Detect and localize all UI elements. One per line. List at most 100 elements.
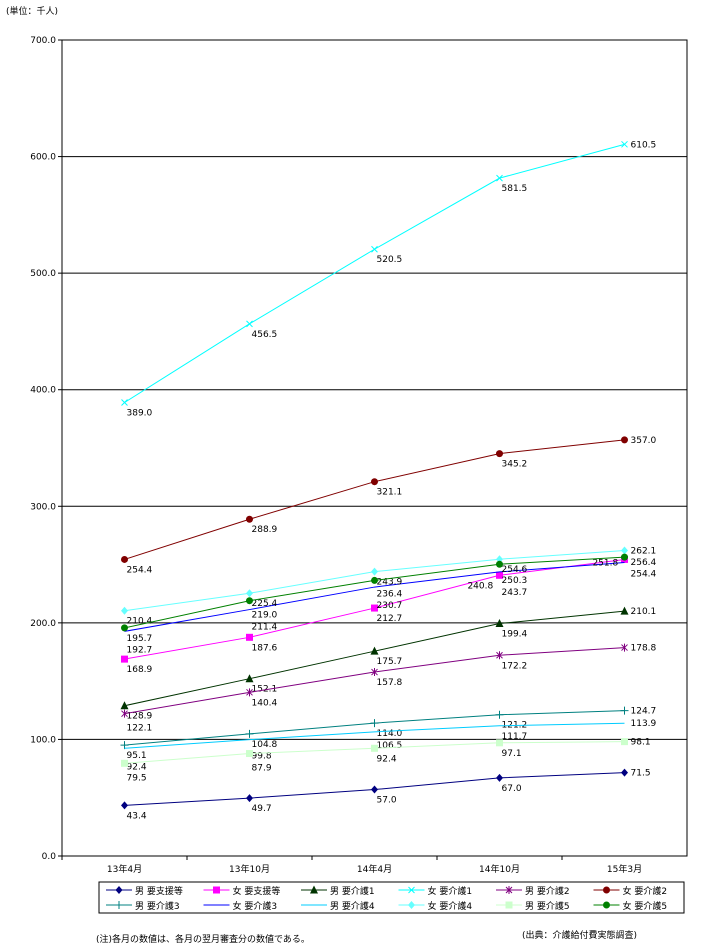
x-marker [496,174,503,182]
legend-label: 男 要介護1 [330,885,375,897]
legend-item: 女 要介護5 [593,900,668,912]
series-10: 210.4 225.4 243.9 254.6 262.1 [121,546,656,627]
x-marker [246,320,253,328]
legend-item: 男 要介護5 [496,900,570,912]
square-marker [213,886,220,894]
data-label: 106.5 [377,741,403,751]
legend-label: 男 要支援等 [135,885,183,897]
plus-marker [115,901,123,909]
square-marker [496,739,503,747]
legend-label: 女 要介護4 [428,900,473,912]
series-1: 43.4 49.7 57.0 67.0 71.5 [121,768,651,821]
circle-marker [603,886,610,894]
series-6: 254.4 288.9 321.1 345.2 357.0 [121,436,657,575]
data-label: 321.1 [377,488,403,498]
data-label: 95.1 [127,751,147,761]
legend-item: 男 要介護3 [106,900,180,912]
data-label: 240.8 [467,581,493,591]
plot-area [61,39,688,857]
y-tick-label: 700.0 [30,36,56,46]
square-marker [246,750,253,758]
data-label: 243.9 [377,578,403,588]
x-tick-label: 13年10月 [229,863,270,875]
y-tick-label: 400.0 [30,386,56,396]
data-label: 178.8 [631,644,657,654]
series-5: 122.1 140.4 157.8 172.2 178.8 [121,643,657,734]
legend-box [98,881,685,914]
y-tick-label: 0.0 [42,852,57,862]
data-label: 172.2 [502,661,528,671]
circle-marker [603,901,610,909]
circle-marker [621,553,628,561]
diamond-marker [371,785,378,794]
series-9: 92.4 99.8 106.5 111.7 113.9 [124,719,657,772]
data-label: 79.5 [127,773,147,783]
legend-item: 女 要介護1 [398,885,473,897]
y-tick-label: 600.0 [30,153,56,163]
data-label: 98.1 [631,738,651,748]
triangle-marker [245,674,254,683]
data-label: 187.6 [252,643,278,653]
data-label: 520.5 [377,255,403,265]
y-tick-label: 200.0 [30,619,56,629]
star-marker [496,651,503,660]
star-marker [246,688,253,697]
square-marker [505,901,513,909]
triangle-marker [310,885,318,894]
data-label: 199.4 [502,630,528,640]
legend-item: 男 要支援等 [106,885,183,897]
data-label: 211.4 [252,623,278,633]
data-label: 254.4 [127,565,153,575]
diamond-marker [371,567,378,576]
square-marker [621,738,628,746]
y-tick-label: 100.0 [30,735,56,745]
x-marker [621,140,628,148]
diamond-marker [621,768,628,777]
data-label: 210.1 [631,607,657,617]
diamond-marker [496,773,503,782]
x-tick-label: 14年10月 [479,863,520,875]
x-marker [408,886,415,894]
triangle-marker [620,606,629,615]
data-label: 389.0 [127,409,153,419]
plus-marker [620,706,629,715]
diamond-marker [121,801,128,810]
legend-label: 女 要介護5 [623,900,668,912]
source-note: (出典：介護給付費実態調査) [522,931,638,941]
diamond-marker [246,794,253,803]
data-label: 192.7 [127,645,153,655]
x-tick-label: 15年3月 [607,863,642,875]
data-label: 87.9 [252,764,272,774]
data-label: 254.4 [631,569,657,579]
data-label: 210.4 [127,617,153,627]
legend-item: 女 要介護4 [398,900,473,912]
data-label: 49.7 [252,804,272,814]
data-label: 288.9 [252,525,278,535]
plus-marker [245,729,254,738]
data-label: 71.5 [631,769,651,779]
legend-label: 女 要介護1 [428,885,473,897]
data-label: 251.8 [592,558,618,568]
diamond-marker [115,886,123,894]
star-marker [371,668,378,677]
circle-marker [371,478,378,486]
data-label: 140.4 [252,698,278,708]
square-marker [496,571,503,579]
legend: 男 要支援等 女 要支援等 男 要介護1 女 要介護1 男 要介護2 女 要介護2 男 要介… [98,881,685,914]
x-marker [371,245,378,253]
data-label: 256.4 [631,558,657,568]
legend-label: 男 要介護4 [330,900,375,912]
data-label: 225.4 [252,599,278,609]
data-label: 128.9 [127,712,153,722]
data-label: 92.4 [377,754,397,764]
data-label: 57.0 [377,796,397,806]
legend-label: 女 要介護3 [233,900,278,912]
star-marker [621,643,628,652]
data-label: 610.5 [631,140,657,150]
footnote: (注)各月の数値は、各月の翌月審査分の数値である。 [96,935,310,945]
data-label: 456.5 [252,330,278,340]
triangle-marker [495,619,504,628]
circle-marker [496,560,503,568]
plus-marker [370,719,379,728]
